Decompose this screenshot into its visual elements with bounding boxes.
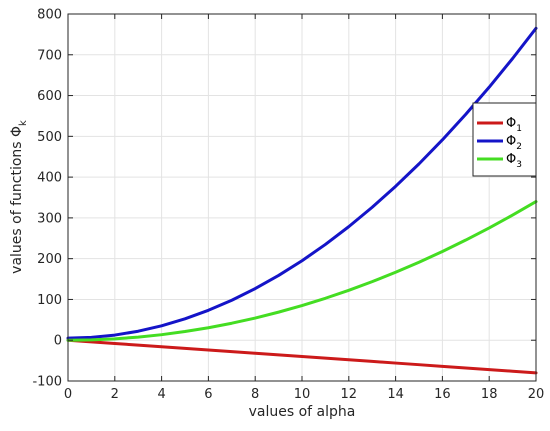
y-tick-label: 600 bbox=[37, 89, 62, 104]
y-tick-label: -100 bbox=[32, 375, 62, 390]
series-line-2 bbox=[66, 26, 538, 340]
x-tick-label: 0 bbox=[64, 387, 72, 402]
legend: Φ1 Φ2 Φ3 bbox=[472, 102, 537, 177]
y-tick-label: 200 bbox=[37, 252, 62, 267]
x-axis-label: values of alpha bbox=[249, 404, 356, 420]
x-tick-label: 18 bbox=[481, 387, 498, 402]
legend-label-phi2-subscript: 2 bbox=[516, 142, 522, 152]
legend-label-phi2-name: Φ bbox=[506, 134, 516, 149]
ticks: 0 2 4 6 8 10 12 14 16 18 20-1000100200300400500600… bbox=[32, 8, 544, 403]
legend-label-phi1: Φ1 bbox=[506, 116, 522, 134]
y-tick-label: 500 bbox=[37, 130, 62, 145]
legend-item-phi2: Φ2 bbox=[477, 134, 522, 152]
x-tick-label: 4 bbox=[157, 387, 165, 402]
legend-label-phi3-subscript: 3 bbox=[516, 160, 522, 170]
x-tick-label: 20 bbox=[528, 387, 545, 402]
legend-label-phi3: Φ3 bbox=[506, 152, 522, 170]
y-tick-label: 300 bbox=[37, 211, 62, 226]
legend-item-phi3: Φ3 bbox=[477, 152, 522, 170]
series-layer bbox=[66, 26, 538, 375]
y-tick-label: 400 bbox=[37, 171, 62, 186]
legend-label-phi3-name: Φ bbox=[506, 152, 516, 167]
y-axis-label: values of functions Φk bbox=[9, 120, 29, 274]
x-tick-label: 12 bbox=[341, 387, 358, 402]
legend-label-phi1-subscript: 1 bbox=[516, 124, 522, 134]
x-tick-label: 2 bbox=[111, 387, 119, 402]
y-tick-label: 0 bbox=[54, 334, 62, 349]
y-tick-label: 700 bbox=[37, 48, 62, 63]
series-line-1 bbox=[66, 338, 538, 375]
x-tick-label: 16 bbox=[434, 387, 451, 402]
x-tick-label: 10 bbox=[294, 387, 311, 402]
y-axis-label-subscript: k bbox=[18, 120, 29, 126]
y-tick-label: 800 bbox=[37, 8, 62, 23]
x-tick-label: 8 bbox=[251, 387, 259, 402]
legend-label-phi2: Φ2 bbox=[506, 134, 522, 152]
legend-label-phi1-name: Φ bbox=[506, 116, 516, 131]
x-tick-label: 6 bbox=[204, 387, 212, 402]
y-tick-label: 100 bbox=[37, 293, 62, 308]
series-line-3 bbox=[66, 200, 538, 342]
legend-item-phi1: Φ1 bbox=[477, 116, 522, 134]
y-axis-label-main: values of functions Φ bbox=[9, 126, 25, 274]
x-tick-label: 14 bbox=[387, 387, 404, 402]
